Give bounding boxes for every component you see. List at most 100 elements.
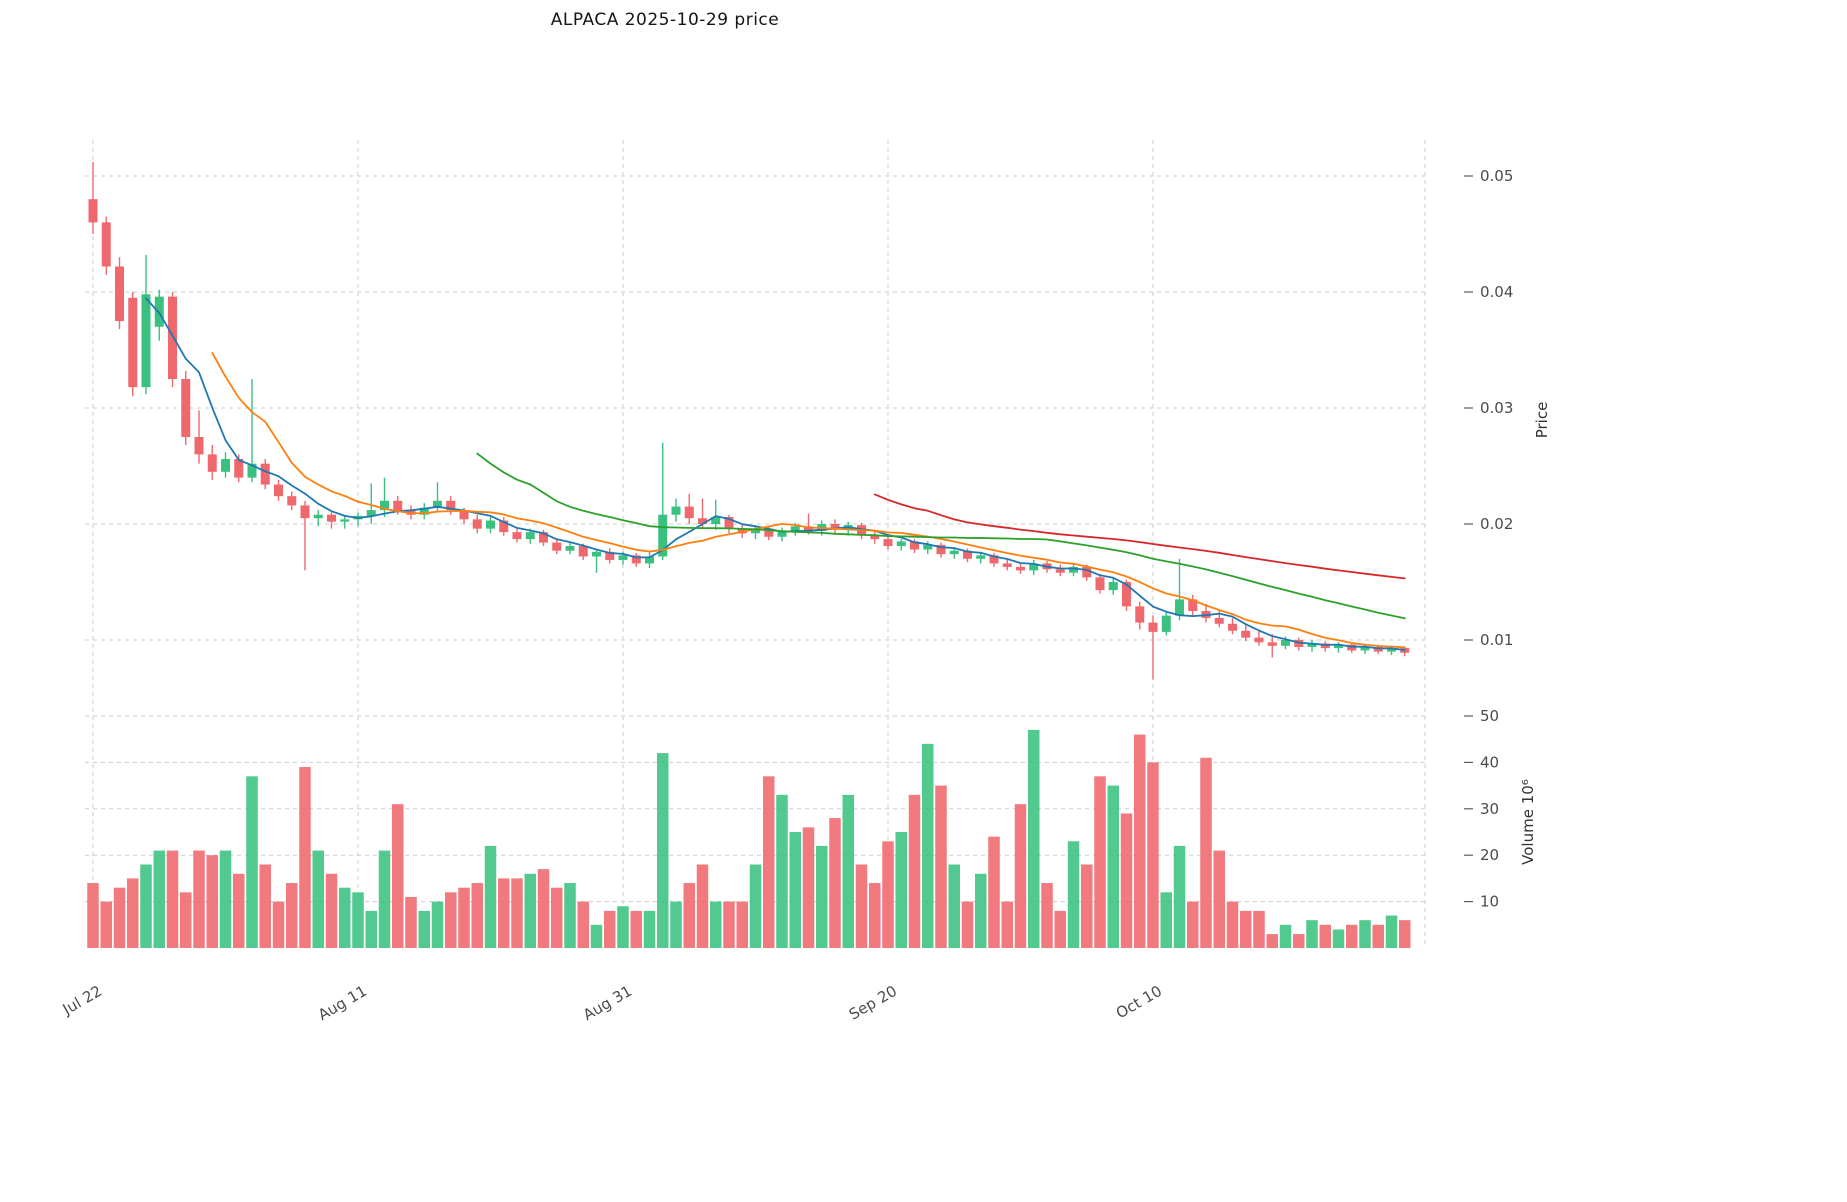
volume-bar-up	[1385, 915, 1398, 948]
candle-body-down	[1135, 606, 1145, 623]
volume-bar-up	[1067, 841, 1080, 948]
x-tick-label: Jul 22	[59, 982, 105, 1019]
candle-body-up	[340, 519, 350, 522]
ma-60-line	[873, 493, 1406, 580]
candle-body-up	[380, 500, 389, 511]
candle-body-down	[1016, 566, 1025, 571]
volume-bar-down	[1041, 883, 1053, 948]
volume-bar-down	[1014, 804, 1027, 948]
candle-body-down	[1122, 582, 1131, 607]
x-tick-label: Oct 10	[1113, 982, 1165, 1022]
volume-bar-down	[1253, 910, 1265, 948]
volume-bar-down	[551, 887, 563, 948]
ma-30-line	[476, 452, 1406, 620]
candle-body-down	[499, 520, 509, 533]
candle-body-up	[923, 544, 933, 550]
candle-body-down	[724, 517, 734, 529]
volume-bar-down	[498, 878, 510, 948]
volume-bar-down	[272, 901, 285, 948]
x-tick-label: Aug 31	[580, 982, 635, 1024]
volume-bar-down	[1054, 910, 1066, 948]
candle-body-up	[751, 528, 760, 534]
chart-title: ALPACA 2025-10-29 price	[550, 10, 780, 30]
volume-bar-down	[1001, 901, 1013, 948]
candle-body-down	[936, 544, 946, 555]
candle-body-down	[393, 500, 403, 511]
volume-bar-down	[537, 869, 550, 948]
volume-bar-down	[87, 883, 99, 948]
candle-body-up	[949, 550, 959, 555]
candle-body-up	[1387, 648, 1396, 652]
volume-bar-down	[961, 901, 974, 948]
volume-bar-up	[140, 864, 152, 948]
candle-body-up	[565, 546, 575, 551]
volume-bar-up	[365, 910, 377, 948]
volume-bar-down	[1200, 757, 1212, 948]
candle-body-down	[472, 519, 482, 529]
volume-bar-down	[445, 892, 457, 948]
volume-bar-up	[352, 892, 364, 948]
volume-bar-down	[683, 883, 695, 948]
candle-body-down	[194, 437, 204, 455]
volume-bar-down	[1240, 910, 1252, 948]
candle-body-down	[1055, 569, 1065, 573]
price-tick-label: 0.04	[1480, 283, 1513, 301]
volume-bar-down	[299, 767, 311, 948]
candle-body-up	[1069, 566, 1078, 573]
volume-bar-down	[113, 887, 126, 948]
volume-bar-down	[1147, 762, 1159, 948]
volume-bar-down	[736, 901, 748, 948]
candle-body-down	[870, 535, 880, 540]
volume-bar-down	[259, 864, 271, 948]
volume-bar-down	[1081, 864, 1093, 948]
ma-10-line	[211, 352, 1406, 649]
candle-body-down	[830, 524, 840, 530]
candle-body-up	[1029, 563, 1039, 571]
volume-bar-down	[1319, 924, 1331, 948]
volume-bar-down	[630, 910, 642, 948]
volume-bar-down	[802, 827, 815, 948]
volume-bar-down	[405, 896, 417, 948]
candle-body-down	[1148, 622, 1158, 632]
candle-body-up	[976, 555, 986, 559]
candle-body-down	[128, 297, 138, 388]
candle-body-up	[313, 514, 323, 519]
candle-body-down	[512, 532, 522, 540]
volume-bar-down	[1293, 934, 1305, 948]
candle-body-down	[1241, 630, 1251, 638]
volume-bar-up	[895, 832, 907, 948]
candle-body-up	[247, 463, 257, 478]
candle-body-down	[459, 510, 469, 520]
volume-bar-up	[564, 883, 576, 948]
volume-bar-down	[935, 785, 947, 948]
price-tick-label: 0.01	[1480, 631, 1513, 649]
candle-body-down	[1267, 642, 1277, 646]
volume-bar-down	[829, 818, 841, 948]
candle-body-down	[327, 514, 336, 522]
volume-bar-up	[617, 906, 629, 948]
candle-body-up	[896, 541, 906, 547]
candle-body-down	[1188, 599, 1198, 611]
volume-bar-down	[763, 776, 775, 948]
candle-body-down	[207, 454, 217, 472]
volume-bar-up	[1279, 924, 1292, 948]
candle-body-down	[260, 463, 270, 485]
candle-body-down	[1095, 577, 1105, 591]
volume-bar-down	[882, 841, 894, 948]
volume-bar-up	[1107, 785, 1119, 948]
volume-bar-up	[657, 753, 669, 948]
volume-bar-up	[1160, 892, 1172, 948]
volume-bar-up	[922, 743, 934, 948]
volume-tick-label: 10	[1480, 893, 1499, 911]
volume-tick-label: 30	[1480, 800, 1499, 818]
candle-body-up	[645, 556, 654, 564]
volume-bar-up	[1359, 920, 1371, 948]
candle-body-down	[989, 555, 999, 564]
candle-body-down	[1214, 617, 1224, 624]
candle-body-up	[777, 530, 787, 537]
volume-bar-down	[206, 855, 218, 948]
candle-body-down	[910, 541, 919, 550]
volume-bar-up	[153, 850, 165, 948]
price-axis-label: Price	[1533, 402, 1551, 439]
